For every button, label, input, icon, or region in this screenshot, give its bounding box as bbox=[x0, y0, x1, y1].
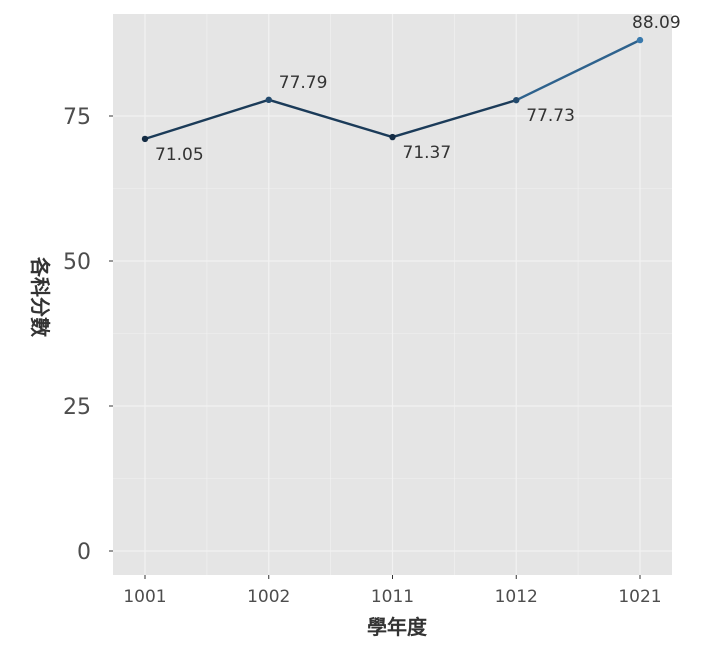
data-label: 71.05 bbox=[155, 145, 204, 165]
y-tick-label: 25 bbox=[63, 395, 91, 420]
y-tick-label: 75 bbox=[63, 105, 91, 130]
x-tick-label: 1011 bbox=[371, 587, 414, 607]
x-axis-ticks: 1001 1002 1011 1012 1021 bbox=[123, 575, 661, 607]
x-tick-label: 1002 bbox=[247, 587, 290, 607]
y-tick-label: 50 bbox=[63, 250, 91, 275]
data-point bbox=[266, 97, 272, 103]
data-label: 88.09 bbox=[632, 13, 681, 33]
y-axis-ticks: 0 25 50 75 bbox=[63, 105, 113, 565]
x-tick-label: 1012 bbox=[495, 587, 538, 607]
x-axis-title: 學年度 bbox=[367, 615, 428, 639]
data-label: 71.37 bbox=[403, 143, 452, 163]
data-label: 77.79 bbox=[279, 73, 328, 93]
x-tick-label: 1001 bbox=[123, 587, 166, 607]
data-point bbox=[513, 97, 519, 103]
x-tick-label: 1021 bbox=[618, 587, 661, 607]
data-label: 77.73 bbox=[526, 106, 575, 126]
data-point bbox=[389, 134, 395, 140]
data-point bbox=[142, 136, 148, 142]
y-tick-label: 0 bbox=[77, 540, 91, 565]
y-axis-title: 各科分數 bbox=[28, 256, 52, 337]
data-point bbox=[637, 37, 643, 43]
